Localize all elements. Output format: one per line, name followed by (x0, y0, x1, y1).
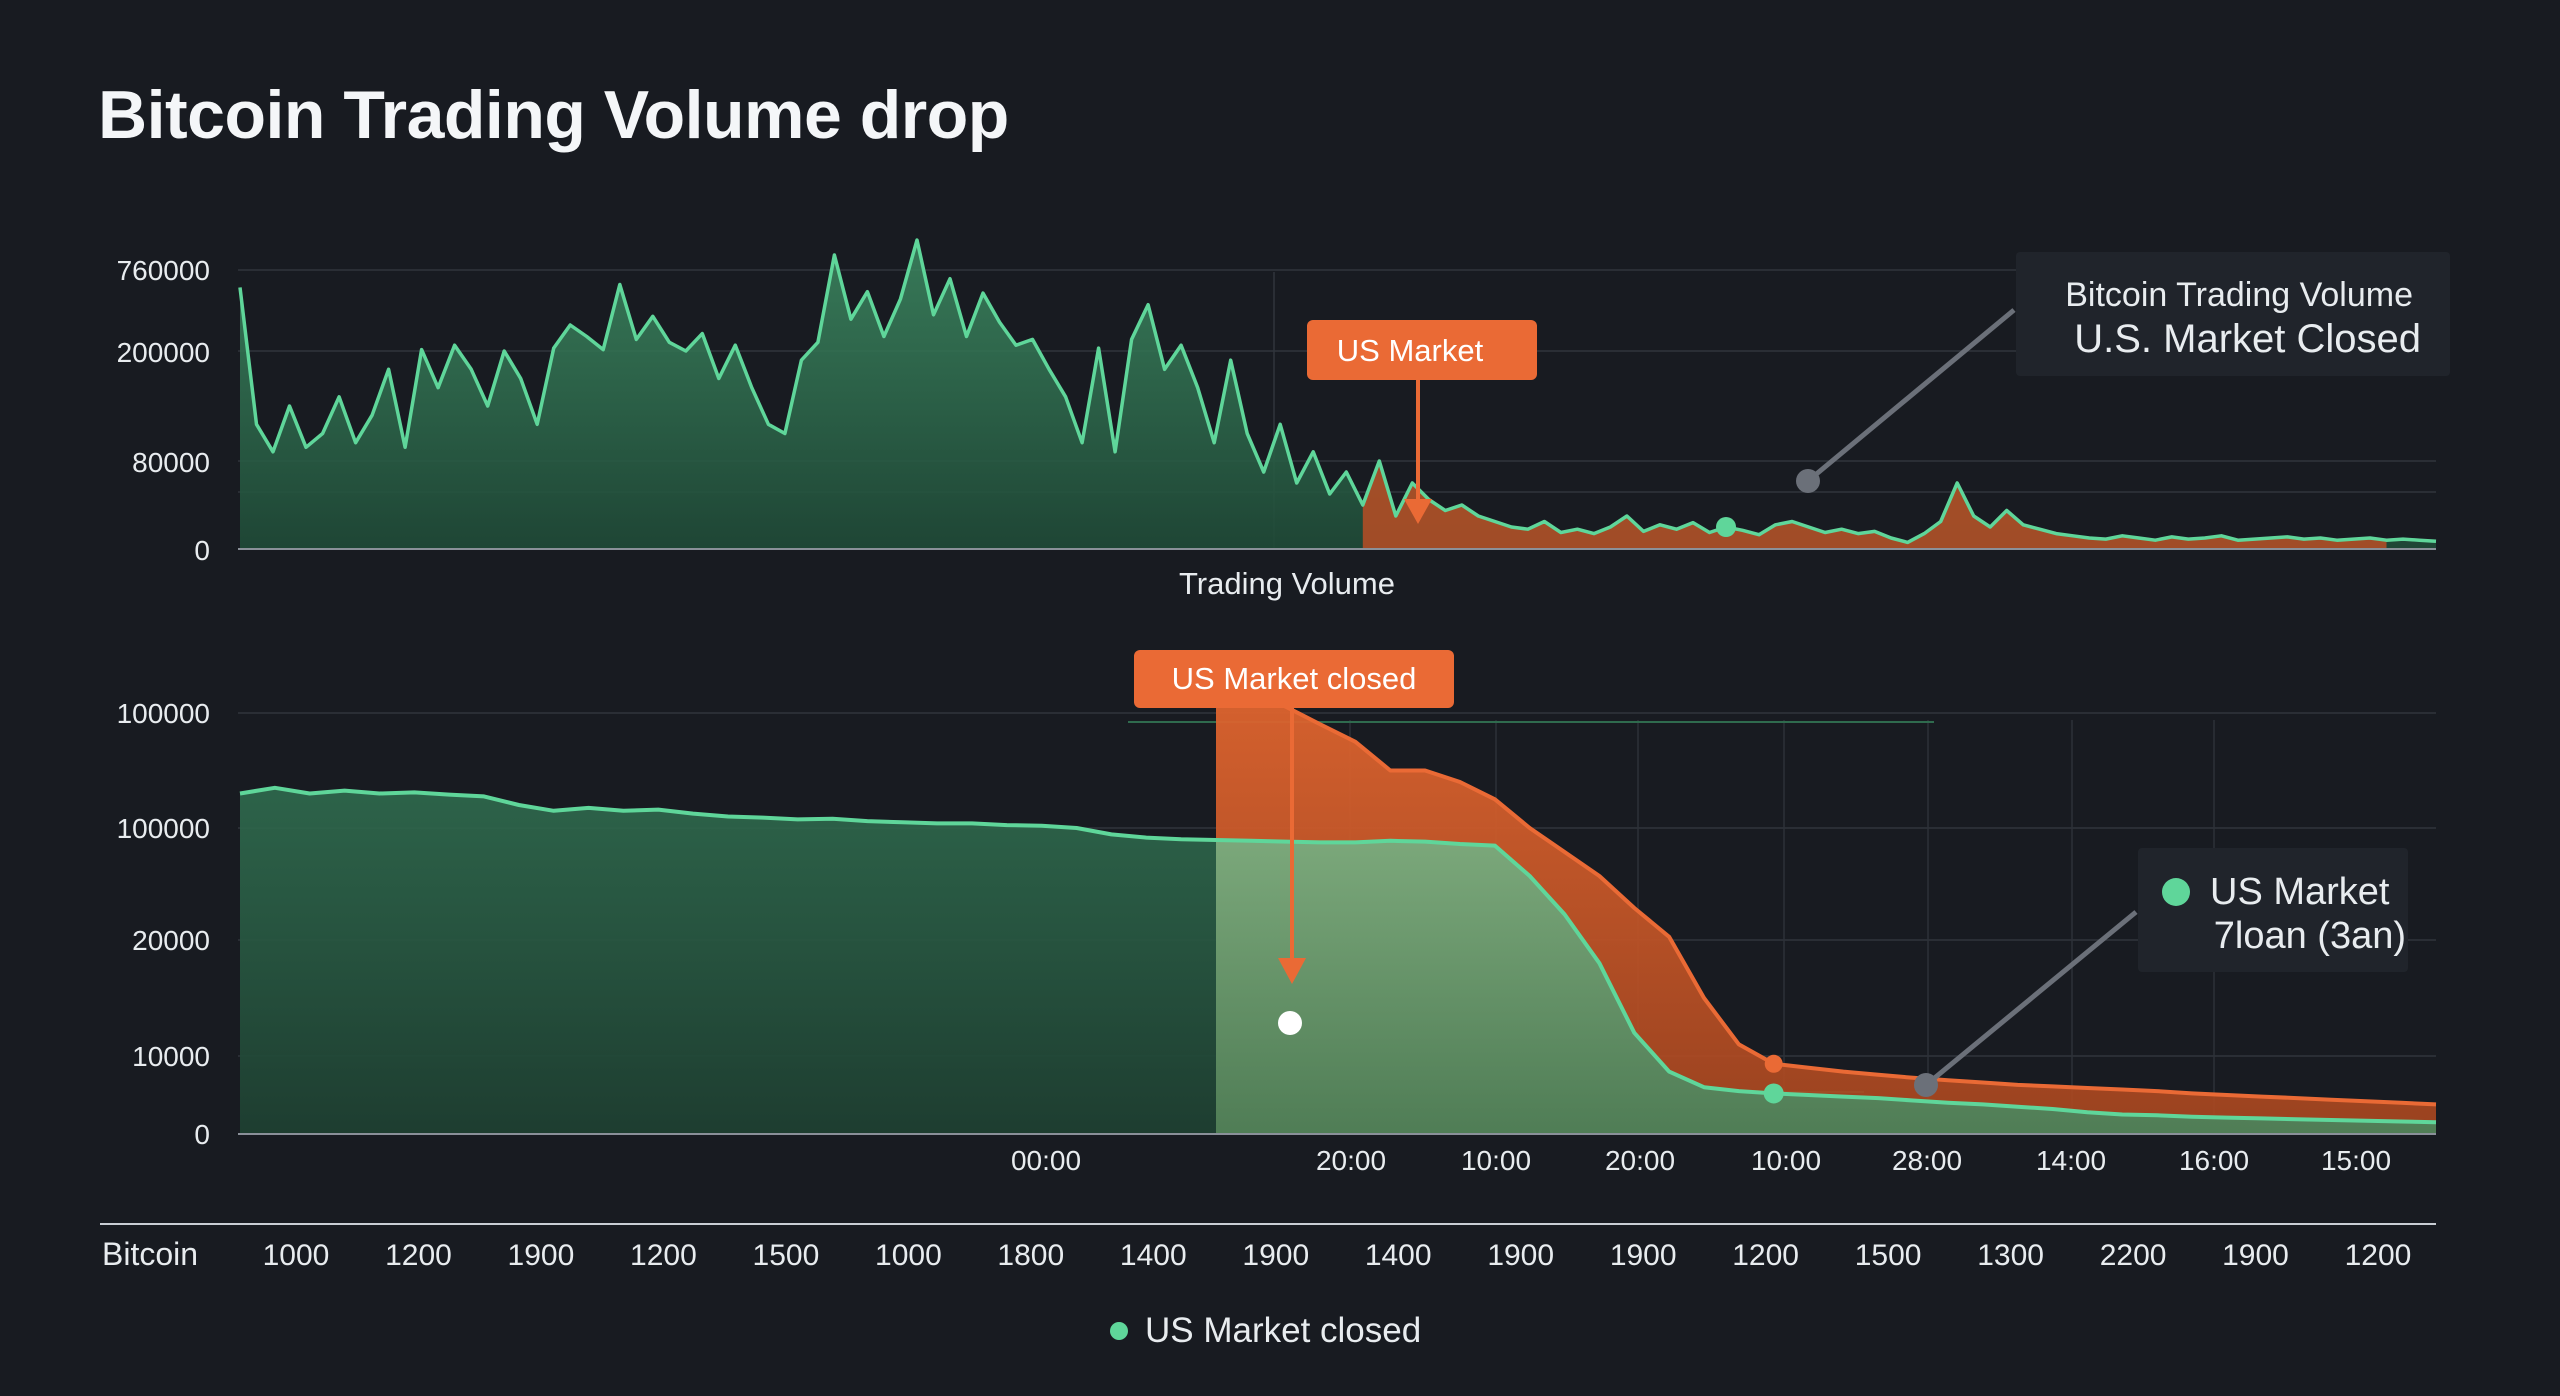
top-y-tick: 200000 (117, 337, 210, 368)
bottom-axis-tick: 1200 (2345, 1239, 2412, 1272)
bottom-annotation-label: US Market closed (1172, 661, 1417, 696)
bottom-y-tick: 10000 (132, 1041, 210, 1072)
bottom-axis-label: Bitcoin (102, 1236, 198, 1272)
top-callout: Bitcoin Trading Volume U.S. Market Close… (1796, 252, 2450, 493)
bottom-callout-dot (2162, 878, 2190, 906)
top-x-label: Trading Volume (1179, 566, 1395, 601)
bottom-green-point (1763, 1083, 1784, 1104)
legend-dot (1110, 1322, 1128, 1340)
bottom-series-line (239, 785, 2437, 1125)
bottom-y-tick: 0 (194, 1119, 210, 1150)
bottom-axis-tick: 1000 (875, 1239, 942, 1272)
bottom-annotation-dot (1278, 1011, 1302, 1035)
top-annotation-label: US Market (1337, 333, 1484, 368)
bottom-axis-tick: 1200 (1732, 1239, 1799, 1272)
top-callout-box (2016, 252, 2450, 376)
bottom-axis-tick: 1400 (1365, 1239, 1432, 1272)
bottom-axis-tick: 1800 (997, 1239, 1064, 1272)
top-highlight-fill (1362, 461, 2387, 549)
bottom-y-axis: 100000 100000 20000 10000 0 (117, 698, 210, 1150)
top-series-line (238, 238, 2437, 545)
bottom-plot (239, 685, 2437, 1134)
legend: US Market closed (1110, 1311, 1421, 1350)
bottom-y-tick: 100000 (117, 698, 210, 729)
bottom-callout-line2: 7loan (3an) (2214, 915, 2406, 957)
bottom-x-tick: 28:00 (1892, 1145, 1962, 1176)
bottom-x-tick: 15:00 (2321, 1145, 2391, 1176)
top-annotation-box (1307, 320, 1537, 380)
bottom-axis-tick: 1500 (1855, 1239, 1922, 1272)
top-y-tick: 80000 (132, 447, 210, 478)
bottom-orange-line (1215, 685, 2437, 1107)
bottom-axis-tick: 1500 (753, 1239, 820, 1272)
bottom-axis-tick: 1200 (385, 1239, 452, 1272)
bottom-x-tick: 10:00 (1751, 1145, 1821, 1176)
bottom-annotation-box (1134, 650, 1454, 708)
bottom-x-tick: 00:00 (1011, 1145, 1081, 1176)
top-plot (238, 238, 2437, 549)
bottom-y-tick: 100000 (117, 813, 210, 844)
bottom-x-axis: 00:00 20:00 10:00 20:00 10:00 28:00 14:0… (1011, 1145, 2391, 1176)
top-annotation: US Market (1307, 320, 1537, 524)
bottom-x-tick: 20:00 (1316, 1145, 1386, 1176)
bottom-axis-tick: 1900 (1242, 1239, 1309, 1272)
top-y-tick: 760000 (117, 255, 210, 286)
bottom-axis-ticks: 1000 1200 1900 1200 1500 1000 1800 1400 1900 1400… (263, 1239, 2412, 1272)
bottom-axis-tick: 1300 (1977, 1239, 2044, 1272)
bottom-highlight-fill (1216, 840, 2436, 1134)
top-callout-line2: U.S. Market Closed (2074, 317, 2421, 361)
bottom-callout-leader (1924, 910, 2138, 1087)
bottom-callout-box (2138, 848, 2408, 972)
top-area-fill (240, 240, 2436, 549)
bottom-orange-point (1764, 1054, 1783, 1073)
bottom-x-tick: 16:00 (2179, 1145, 2249, 1176)
bottom-callout-leader-dot (1914, 1073, 1938, 1097)
bottom-axis-tick: 1900 (1610, 1239, 1677, 1272)
legend-label: US Market closed (1145, 1311, 1421, 1350)
bottom-annotation-arrowhead (1278, 958, 1306, 984)
chart-title: Bitcoin Trading Volume drop (98, 77, 1009, 153)
bottom-x-tick: 14:00 (2036, 1145, 2106, 1176)
bottom-callout-line1: US Market (2210, 871, 2390, 913)
top-y-tick: 0 (194, 535, 210, 566)
bottom-callout: US Market 7loan (3an) (1914, 848, 2408, 1097)
bottom-annotation: US Market closed (1134, 650, 1454, 1035)
top-y-axis: 760000 200000 80000 0 (117, 255, 210, 566)
bottom-x-tick: 20:00 (1605, 1145, 1675, 1176)
top-callout-leader (1806, 308, 2016, 483)
top-marker-point (1716, 517, 1737, 537)
bottom-axis-tick: 1900 (508, 1239, 575, 1272)
top-annotation-arrowhead (1404, 499, 1432, 524)
bottom-axis-tick: 1900 (2222, 1239, 2289, 1272)
bottom-axis-tick: 2200 (2100, 1239, 2167, 1272)
bottom-axis-tick: 1400 (1120, 1239, 1187, 1272)
top-callout-dot (1796, 469, 1820, 493)
bottom-axis-tick: 1900 (1487, 1239, 1554, 1272)
bottom-y-tick: 20000 (132, 925, 210, 956)
bottom-axis-tick: 1200 (630, 1239, 697, 1272)
top-callout-line1: Bitcoin Trading Volume (2065, 276, 2413, 314)
bottom-axis-tick: 1000 (263, 1239, 330, 1272)
bottom-x-tick: 10:00 (1461, 1145, 1531, 1176)
